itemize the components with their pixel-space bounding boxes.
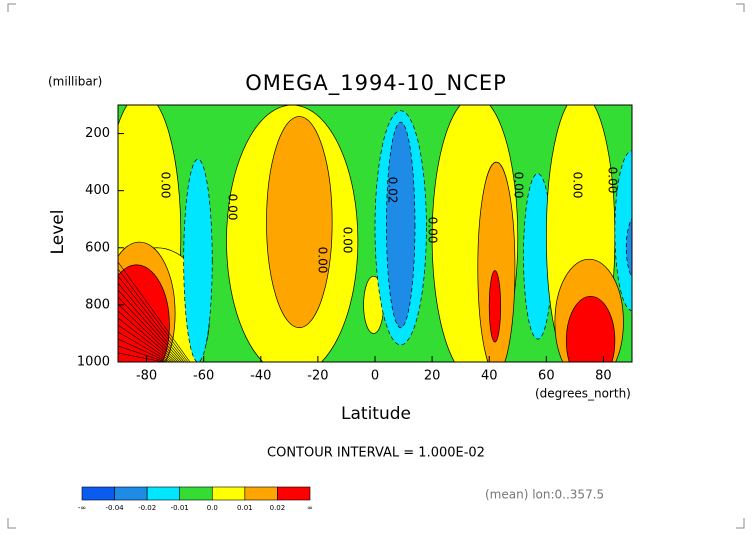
contour-interval: CONTOUR INTERVAL = 1.000E-02 xyxy=(267,446,485,461)
contour-line xyxy=(118,324,173,362)
colorbar-cell xyxy=(277,486,311,501)
x-tick-label: -40 xyxy=(250,369,271,384)
contour-line xyxy=(118,268,189,362)
contour-line xyxy=(118,338,169,362)
contour-line xyxy=(118,296,181,362)
y-tick-label: 600 xyxy=(85,240,110,255)
colorbar-label: -0.01 xyxy=(171,504,189,512)
y-tick-label: 1000 xyxy=(77,355,110,370)
contour-label: 0.00 xyxy=(571,172,585,199)
colorbar-cell xyxy=(114,486,148,501)
colorbar-label: -0.02 xyxy=(138,504,156,512)
contour-label: 0.00 xyxy=(226,194,240,221)
colorbar-cell xyxy=(211,486,246,501)
x-tick-label: 20 xyxy=(424,369,441,384)
colorbar-cell xyxy=(179,486,213,501)
colorbar-cell xyxy=(244,486,278,501)
contour-label: 0.00 xyxy=(159,172,173,199)
colorbar-label: -∞ xyxy=(78,504,86,512)
contour-label: 0.00 xyxy=(426,217,440,244)
contour-region xyxy=(183,158,213,362)
contour-label: 0.00 xyxy=(512,172,526,199)
contour-line xyxy=(118,282,185,362)
contour-line xyxy=(118,261,191,362)
y-tick-label: 400 xyxy=(85,183,110,198)
y-axis-label: Level xyxy=(48,210,68,255)
y-units: (millibar) xyxy=(48,75,102,89)
contour-label: 0.00 xyxy=(341,227,355,254)
contour-region xyxy=(565,295,616,362)
contour-field: 0.00 0.00 0.00 0.00 0.02 0.00 0.00 0.00 0.00 xyxy=(118,105,632,362)
colorbar-label: 0.02 xyxy=(270,504,286,512)
corner-marks xyxy=(7,3,745,529)
colorbar-label: -0.04 xyxy=(106,504,125,512)
contour-region xyxy=(477,161,516,362)
colorbar-label: 0.0 xyxy=(207,504,218,512)
contour-label: 0.02 xyxy=(386,177,400,204)
footnote: (mean) lon:0..357.5 xyxy=(485,488,604,502)
y-tick-label: 800 xyxy=(85,297,110,312)
colorbar-label: ∞ xyxy=(307,504,313,512)
colorbar-cell xyxy=(81,486,115,501)
x-tick-label: -60 xyxy=(193,369,214,384)
contour-region xyxy=(625,217,632,279)
colorbar-cell xyxy=(146,486,181,501)
x-tick-label: 60 xyxy=(538,369,555,384)
x-tick-label: 80 xyxy=(595,369,612,384)
contour-line xyxy=(118,289,183,362)
contour-line xyxy=(118,275,187,362)
x-tick-label: -20 xyxy=(307,369,328,384)
contour-line xyxy=(118,303,179,362)
colorbar-label: 0.01 xyxy=(237,504,253,512)
contour-line xyxy=(118,310,177,362)
x-tick-label: 40 xyxy=(481,369,498,384)
contour-label: 0.00 xyxy=(606,167,620,194)
contour-label: 0.00 xyxy=(316,247,330,274)
y-tick-label: 200 xyxy=(85,126,110,141)
contour-line xyxy=(118,317,175,362)
contour-region xyxy=(266,116,333,329)
x-units: (degrees_north) xyxy=(535,387,631,401)
contour-region xyxy=(488,270,501,343)
contour-region xyxy=(386,121,416,329)
x-axis-label: Latitude xyxy=(341,404,411,424)
chart-title: OMEGA_1994-10_NCEP xyxy=(245,71,507,96)
x-tick-label: -80 xyxy=(136,369,157,384)
contour-line xyxy=(118,352,165,362)
contour-line xyxy=(118,345,167,362)
x-tick-label: 0 xyxy=(371,369,379,384)
contour-region xyxy=(118,264,170,362)
contour-line xyxy=(118,331,171,362)
